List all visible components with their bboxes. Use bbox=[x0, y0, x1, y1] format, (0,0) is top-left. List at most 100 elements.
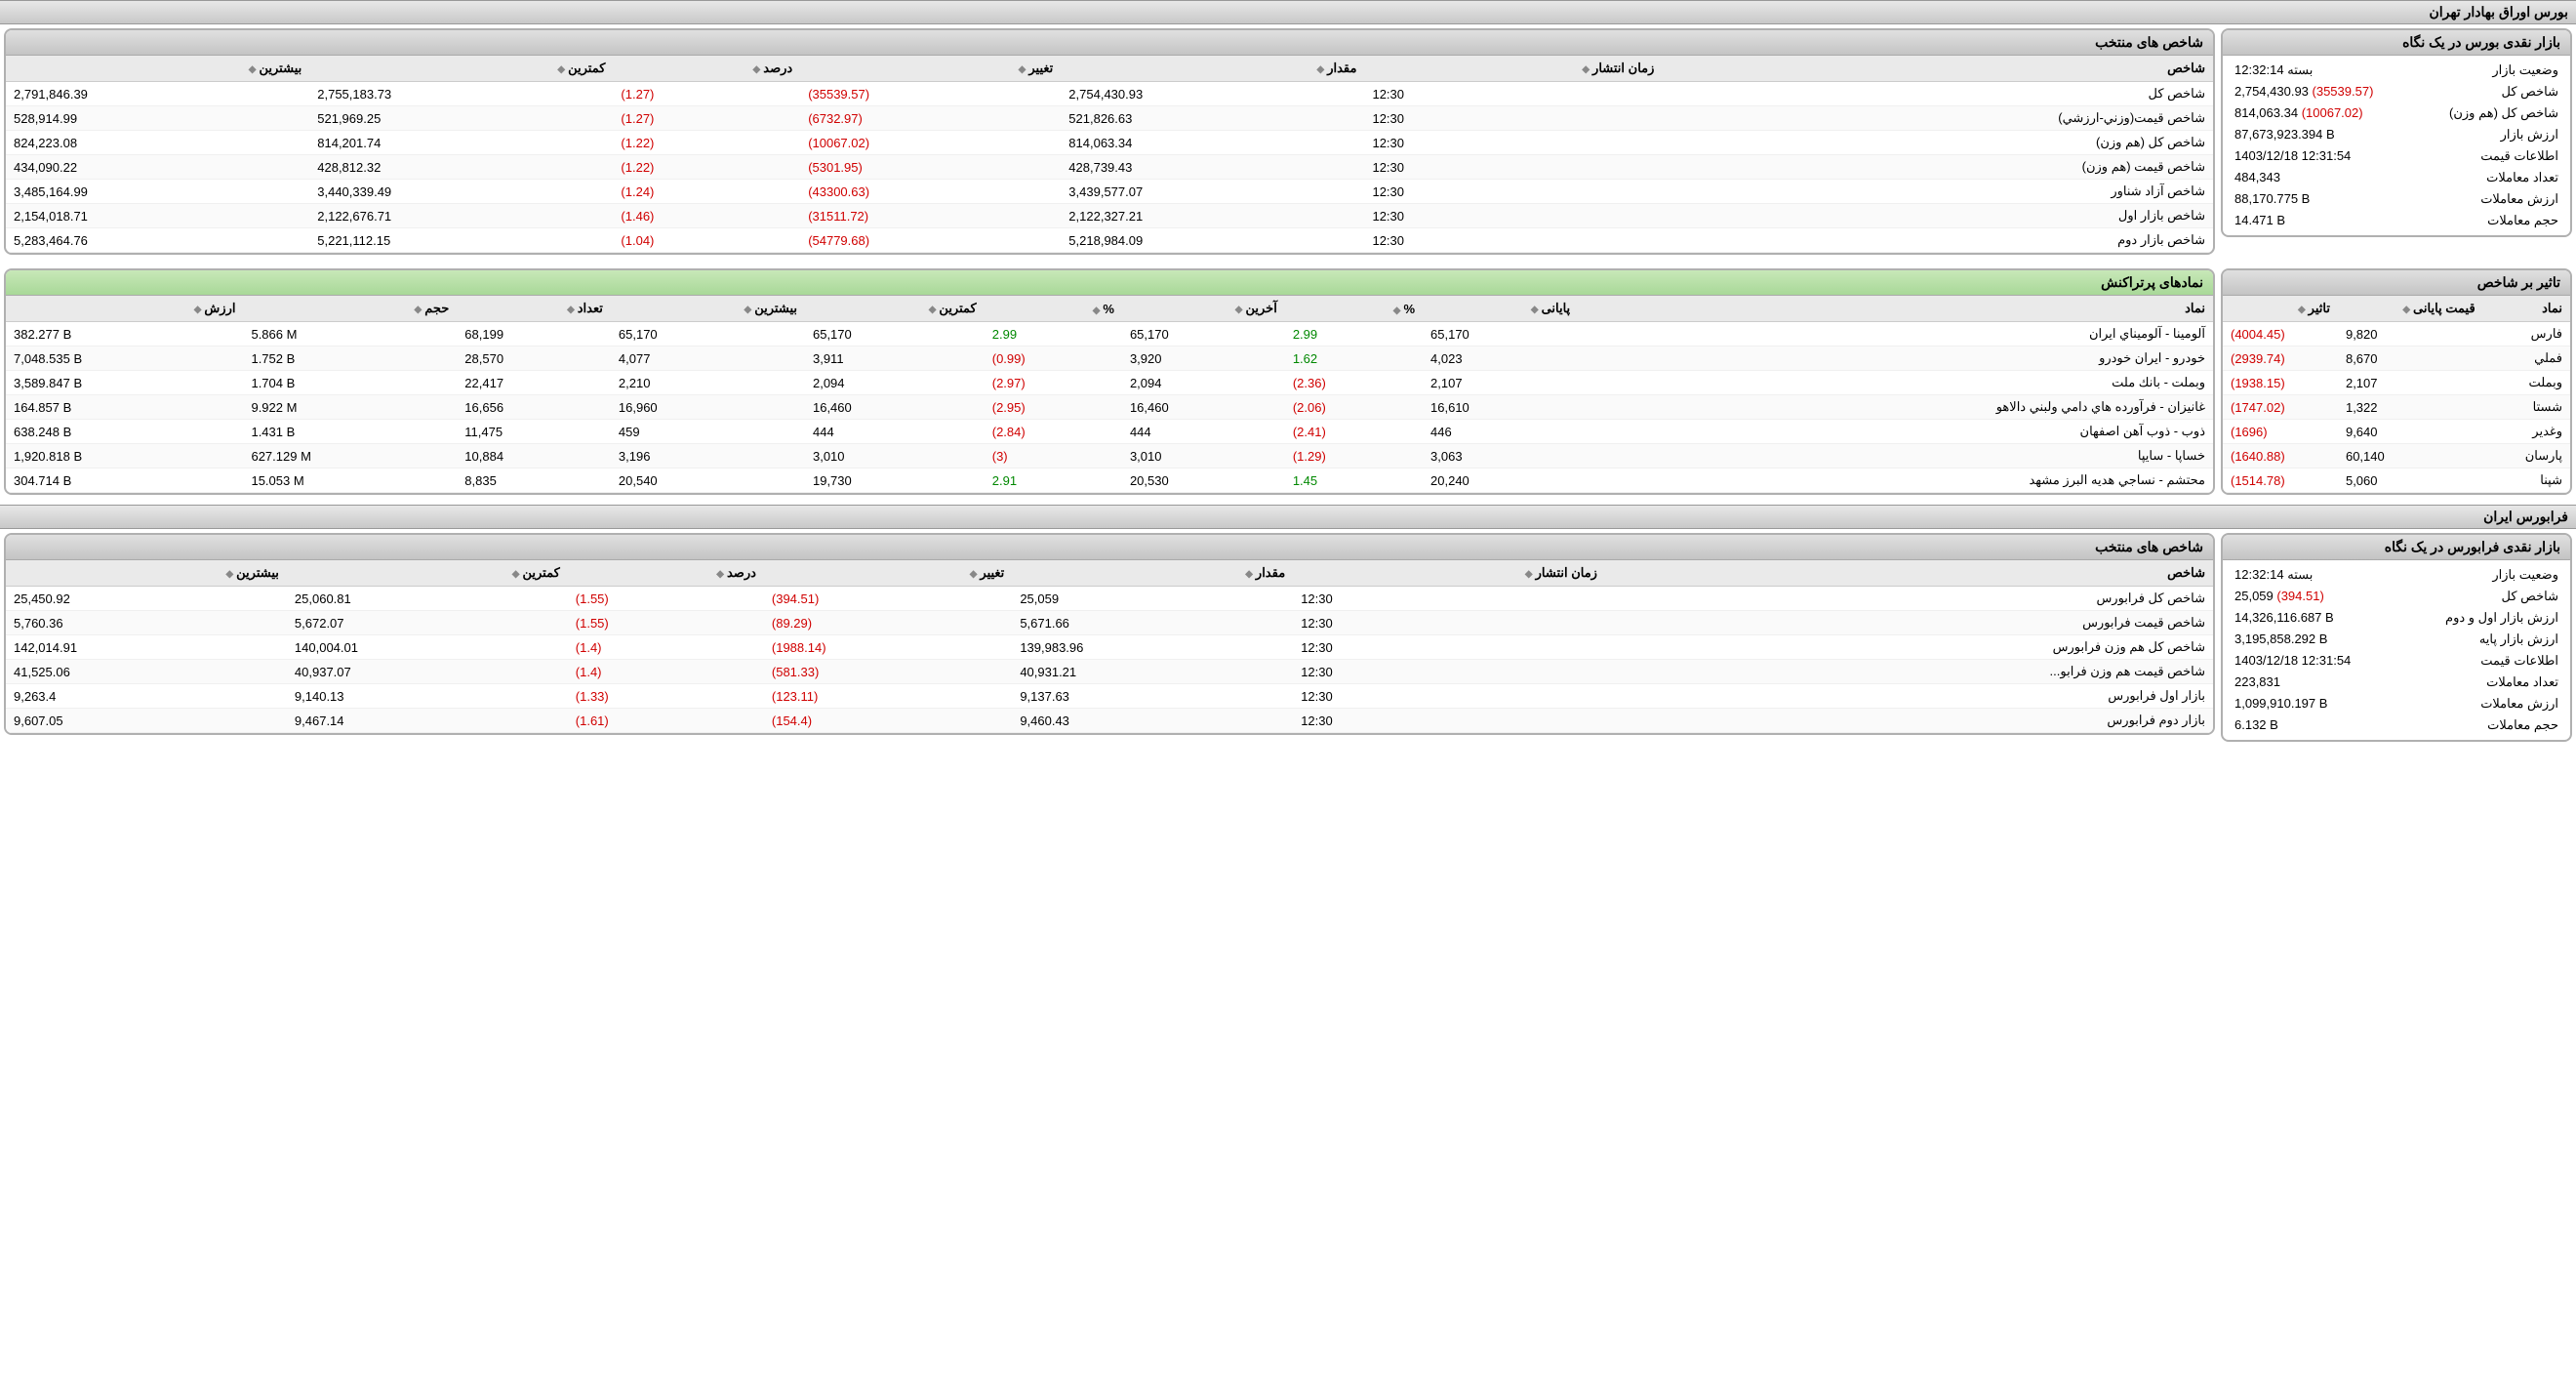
column-header[interactable]: کمترین◆ bbox=[309, 56, 613, 82]
table-row[interactable]: شاخص كل (هم وزن)12:30814,063.34(10067.02… bbox=[6, 131, 2213, 155]
column-header[interactable]: تعداد◆ bbox=[457, 296, 611, 322]
column-header[interactable]: حجم◆ bbox=[243, 296, 457, 322]
cell: بازار دوم فرابورس bbox=[1605, 709, 2213, 733]
cell: (2.84) bbox=[985, 420, 1122, 444]
table-row[interactable]: شاخص كل هم وزن فرابورس12:30139,983.96(19… bbox=[6, 635, 2213, 660]
cell: 2,107 bbox=[2338, 371, 2483, 395]
cell: 3,010 bbox=[805, 444, 985, 469]
table-row[interactable]: غانيزان - فرآورده هاي دامي ولبني دالاهو1… bbox=[6, 395, 2213, 420]
glance-label: تعداد معاملات bbox=[2486, 674, 2558, 690]
table-row[interactable]: پارسان60,140(1640.88) bbox=[2223, 444, 2570, 469]
column-header[interactable]: درصد◆ bbox=[613, 56, 800, 82]
cell: پارسان bbox=[2483, 444, 2570, 469]
tse-effect-table: نمادقیمت پایانی◆تاثیر◆ فارس9,820(4004.45… bbox=[2223, 296, 2570, 493]
glance-value: 6.132 B bbox=[2234, 717, 2278, 733]
glance-value: بسته 12:32:14 bbox=[2234, 567, 2313, 583]
cell: (123.11) bbox=[764, 684, 1012, 709]
glance-label: اطلاعات قیمت bbox=[2480, 653, 2558, 669]
cell: 12:30 bbox=[1364, 180, 1662, 204]
column-header[interactable]: زمان انتشار◆ bbox=[1364, 56, 1662, 82]
tse-top-header: نمادهای پرتراکنش bbox=[6, 270, 2213, 296]
column-header[interactable]: پایانی◆ bbox=[1423, 296, 1578, 322]
column-header[interactable]: %◆ bbox=[1285, 296, 1423, 322]
table-row[interactable]: محتشم - نساجي هديه البرز مشهد20,2401.452… bbox=[6, 469, 2213, 493]
cell: 4,023 bbox=[1423, 346, 1578, 371]
column-header[interactable]: مقدار◆ bbox=[1012, 560, 1293, 587]
column-header[interactable]: بیشترین◆ bbox=[6, 56, 309, 82]
glance-label: اطلاعات قیمت bbox=[2480, 148, 2558, 164]
column-header[interactable]: نماد bbox=[1578, 296, 2213, 322]
column-header[interactable]: شاخص bbox=[1662, 56, 2213, 82]
cell: فملي bbox=[2483, 346, 2570, 371]
column-header[interactable]: مقدار◆ bbox=[1061, 56, 1364, 82]
table-row[interactable]: آلومينا - آلوميناي ايران65,1702.9965,170… bbox=[6, 322, 2213, 346]
cell: 3,196 bbox=[611, 444, 805, 469]
column-header[interactable]: تغییر◆ bbox=[800, 56, 1061, 82]
table-row[interactable]: شستا1,322(1747.02) bbox=[2223, 395, 2570, 420]
glance-label: شاخص کل bbox=[2502, 589, 2558, 604]
table-row[interactable]: وغدير9,640(1696) bbox=[2223, 420, 2570, 444]
cell: 12:30 bbox=[1364, 228, 1662, 253]
cell: آلومينا - آلوميناي ايران bbox=[1578, 322, 2213, 346]
column-header[interactable]: %◆ bbox=[985, 296, 1122, 322]
tse-indices-header: شاخص های منتخب bbox=[6, 30, 2213, 56]
glance-row: اطلاعات قیمت1403/12/18 12:31:54 bbox=[2223, 145, 2570, 167]
table-row[interactable]: شاخص بازار اول12:302,122,327.21(31511.72… bbox=[6, 204, 2213, 228]
column-header[interactable]: تغییر◆ bbox=[764, 560, 1012, 587]
ifb-section-title: فرابورس ایران bbox=[0, 505, 2576, 529]
table-row[interactable]: شاخص قيمت(وزني-ارزشي)12:30521,826.63(673… bbox=[6, 106, 2213, 131]
table-row[interactable]: بازار اول فرابورس12:309,137.63(123.11)(1… bbox=[6, 684, 2213, 709]
cell: (394.51) bbox=[764, 587, 1012, 611]
table-row[interactable]: فملي8,670(2939.74) bbox=[2223, 346, 2570, 371]
table-row[interactable]: فارس9,820(4004.45) bbox=[2223, 322, 2570, 346]
glance-value: 25,059 (394.51) bbox=[2234, 589, 2324, 604]
cell: 12:30 bbox=[1364, 155, 1662, 180]
column-header[interactable]: نماد bbox=[2483, 296, 2570, 322]
column-header[interactable]: بیشترین◆ bbox=[6, 560, 287, 587]
sort-icon: ◆ bbox=[1235, 305, 1243, 315]
table-row[interactable]: خساپا - سايپا3,063(1.29)3,010(3)3,0103,1… bbox=[6, 444, 2213, 469]
cell: 521,826.63 bbox=[1061, 106, 1364, 131]
table-row[interactable]: شاخص قيمت فرابورس12:305,671.66(89.29)(1.… bbox=[6, 611, 2213, 635]
column-header[interactable]: قیمت پایانی◆ bbox=[2338, 296, 2483, 322]
sort-icon: ◆ bbox=[1245, 569, 1253, 580]
cell: شاخص قيمت هم وزن فرابو... bbox=[1605, 660, 2213, 684]
glance-row: شاخص کل 25,059 (394.51) bbox=[2223, 586, 2570, 607]
cell: فارس bbox=[2483, 322, 2570, 346]
column-header[interactable]: کمترین◆ bbox=[805, 296, 985, 322]
cell: 444 bbox=[1122, 420, 1285, 444]
table-row[interactable]: شاخص قيمت (هم وزن)12:30428,739.43(5301.9… bbox=[6, 155, 2213, 180]
table-row[interactable]: شاخص بازار دوم12:305,218,984.09(54779.68… bbox=[6, 228, 2213, 253]
glance-row: ارزش بازار87,673,923.394 B bbox=[2223, 124, 2570, 145]
sort-icon: ◆ bbox=[567, 305, 575, 315]
table-row[interactable]: وبملت - بانك ملت2,107(2.36)2,094(2.97)2,… bbox=[6, 371, 2213, 395]
table-row[interactable]: شپنا5,060(1514.78) bbox=[2223, 469, 2570, 493]
column-header[interactable]: بیشترین◆ bbox=[611, 296, 805, 322]
column-header[interactable]: ارزش◆ bbox=[6, 296, 243, 322]
glance-row: حجم معاملات14.471 B bbox=[2223, 210, 2570, 231]
table-row[interactable]: وبملت2,107(1938.15) bbox=[2223, 371, 2570, 395]
cell: شاخص آزاد شناور bbox=[1662, 180, 2213, 204]
table-row[interactable]: شاخص كل12:302,754,430.93(35539.57)(1.27)… bbox=[6, 82, 2213, 106]
column-header[interactable]: شاخص bbox=[1605, 560, 2213, 587]
column-header[interactable]: آخرین◆ bbox=[1122, 296, 1285, 322]
column-header[interactable]: درصد◆ bbox=[568, 560, 764, 587]
cell: 22,417 bbox=[457, 371, 611, 395]
table-row[interactable]: ذوب - ذوب آهن اصفهان446(2.41)444(2.84)44… bbox=[6, 420, 2213, 444]
table-row[interactable]: شاخص آزاد شناور12:303,439,577.07(43300.6… bbox=[6, 180, 2213, 204]
column-header[interactable]: کمترین◆ bbox=[287, 560, 568, 587]
cell: 12:30 bbox=[1293, 709, 1605, 733]
table-row[interactable]: خودرو - ايران‌ خودرو4,0231.623,920(0.99)… bbox=[6, 346, 2213, 371]
tse-effect-header: تاثیر بر شاخص bbox=[2223, 270, 2570, 296]
table-row[interactable]: شاخص کل فرابورس12:3025,059(394.51)(1.55)… bbox=[6, 587, 2213, 611]
cell: شاخص كل (هم وزن) bbox=[1662, 131, 2213, 155]
cell: (1.04) bbox=[613, 228, 800, 253]
column-header[interactable]: زمان انتشار◆ bbox=[1293, 560, 1605, 587]
cell: 9,467.14 bbox=[287, 709, 568, 733]
cell: 9,607.05 bbox=[6, 709, 287, 733]
table-row[interactable]: بازار دوم فرابورس12:309,460.43(154.4)(1.… bbox=[6, 709, 2213, 733]
cell: شاخص كل bbox=[1662, 82, 2213, 106]
glance-row: ارزش بازار اول و دوم14,326,116.687 B bbox=[2223, 607, 2570, 629]
table-row[interactable]: شاخص قيمت هم وزن فرابو...12:3040,931.21(… bbox=[6, 660, 2213, 684]
column-header[interactable]: تاثیر◆ bbox=[2223, 296, 2338, 322]
